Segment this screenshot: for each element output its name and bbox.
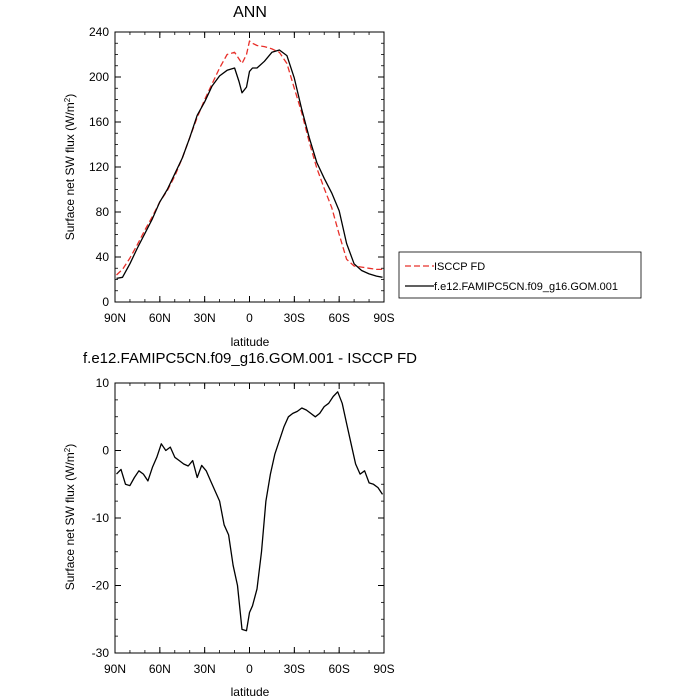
top-y-tick-label: 120 [89,160,109,174]
bottom-plot-frame [114,382,385,654]
bottom-y-tick-label: -30 [92,646,110,660]
top-y-tick-label: 80 [96,205,110,219]
top-y-tick-label: 240 [89,25,109,39]
top-y-tick-label: 40 [96,250,110,264]
top-x-tick-label: 90S [373,311,394,325]
top-series-lines [116,40,383,280]
top-y-label-main: Surface net SW flux (W/m [63,102,77,240]
top-chart-title: ANN [233,4,267,21]
top-x-tick-label: 60N [149,311,171,325]
bottom-y-label-main: Surface net SW flux (W/m [63,452,77,590]
bottom-y-tick-label: -20 [92,579,110,593]
bottom-x-tick-label: 30S [284,662,305,676]
bottom-y-label-sup: 2 [63,447,72,452]
top-y-axis-label: Surface net SW flux (W/m2) [63,94,77,240]
top-y-label-sup: 2 [63,97,72,102]
bottom-y-tick-label: -10 [92,511,110,525]
top-x-tick-label: 60S [328,311,349,325]
bottom-x-tick-label: 30N [194,662,216,676]
bottom-x-tick-label: 90N [104,662,126,676]
bottom-x-axis-label: latitude [231,685,270,699]
top-series-line-0 [116,40,383,276]
bottom-y-axis-label: Surface net SW flux (W/m2) [63,444,77,590]
bottom-chart: f.e12.FAMIPC5CN.f09_g16.GOM.001 - ISCCP … [63,350,417,699]
bottom-series-line-0 [116,391,384,632]
top-series-line-1 [116,49,383,280]
legend-label-model: f.e12.FAMIPC5CN.f09_g16.GOM.001 [434,281,618,293]
bottom-axis-ticks: 90N 60N 30N 0 30S 60S 90S -30 -20 -10 0 10 [92,376,395,676]
bottom-y-tick-label: 10 [96,376,110,390]
top-x-tick-label: 90N [104,311,126,325]
top-x-tick-label: 0 [246,311,253,325]
top-y-tick-label: 0 [102,295,109,309]
top-x-tick-label: 30S [284,311,305,325]
bottom-x-tick-label: 0 [246,662,253,676]
legend-box [398,251,642,299]
bottom-x-tick-label: 60S [328,662,349,676]
bottom-y-tick-label: 0 [102,444,109,458]
bottom-y-label-end: ) [63,444,77,448]
top-axis-ticks: 90N 60N 30N 0 30S 60S 90S 0 40 80 120 160 200 240 [89,25,395,325]
bottom-chart-title: f.e12.FAMIPC5CN.f09_g16.GOM.001 - ISCCP … [83,350,417,367]
top-y-label-end: ) [63,94,77,98]
bottom-series-lines [116,391,384,632]
legend-label-isccp: ISCCP FD [434,261,485,273]
bottom-x-tick-label: 90S [373,662,394,676]
top-x-tick-label: 30N [194,311,216,325]
bottom-x-tick-label: 60N [149,662,171,676]
top-plot-frame [114,31,385,303]
top-y-tick-label: 160 [89,115,109,129]
top-x-axis-label: latitude [231,335,270,349]
top-y-tick-label: 200 [89,70,109,84]
top-chart: ANN latitude Surface net SW flux (W/m2) … [63,4,395,349]
legend: ISCCP FD f.e12.FAMIPC5CN.f09_g16.GOM.001 [398,251,642,299]
